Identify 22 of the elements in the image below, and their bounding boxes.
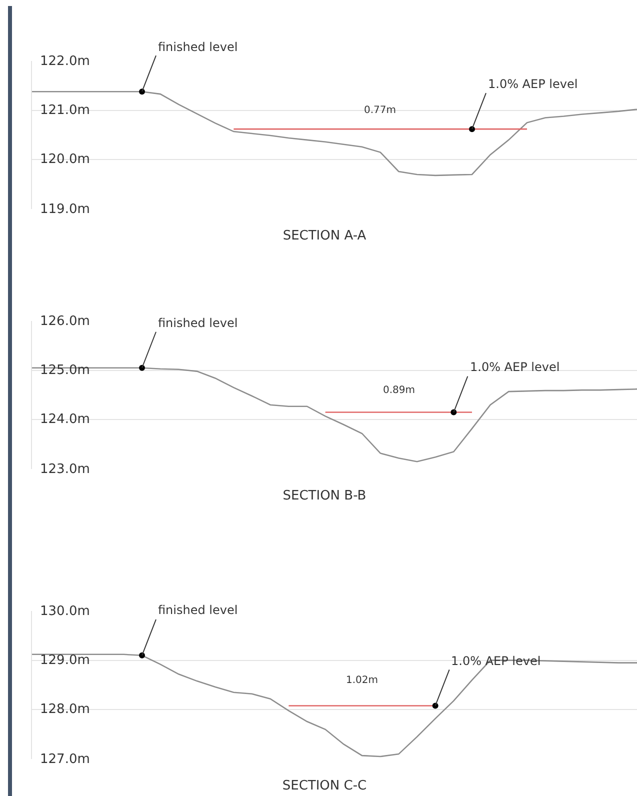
annotation: 1.0% AEP level — [470, 360, 560, 374]
y-tick-label: 128.0m — [40, 702, 90, 717]
y-tick-label: 124.0m — [40, 412, 90, 427]
y-tick-label: 130.0m — [40, 604, 90, 619]
annotation: 1.0% AEP level — [488, 77, 578, 91]
text: SECTION C-C — [282, 778, 367, 794]
text: SECTION B-B — [282, 488, 366, 504]
y-tick-label: 119.0m — [40, 202, 90, 217]
annotation: 0.89m — [383, 385, 416, 396]
annotation: 0.77m — [364, 105, 396, 116]
annotation: finished level — [158, 316, 238, 330]
y-tick-label: 121.0m — [40, 103, 90, 118]
y-tick-label: 120.0m — [40, 152, 90, 167]
y-tick-label: 122.0m — [40, 54, 90, 69]
y-tick-label: 127.0m — [40, 752, 90, 767]
text: SECTION A-A — [282, 228, 366, 244]
annotation: finished level — [158, 603, 238, 617]
annotation: 1.02m — [346, 675, 378, 686]
y-tick-label: 126.0m — [40, 314, 90, 329]
y-tick-label: 129.0m — [40, 653, 90, 668]
y-tick-label: 123.0m — [40, 462, 90, 477]
text: finished level — [158, 40, 238, 54]
